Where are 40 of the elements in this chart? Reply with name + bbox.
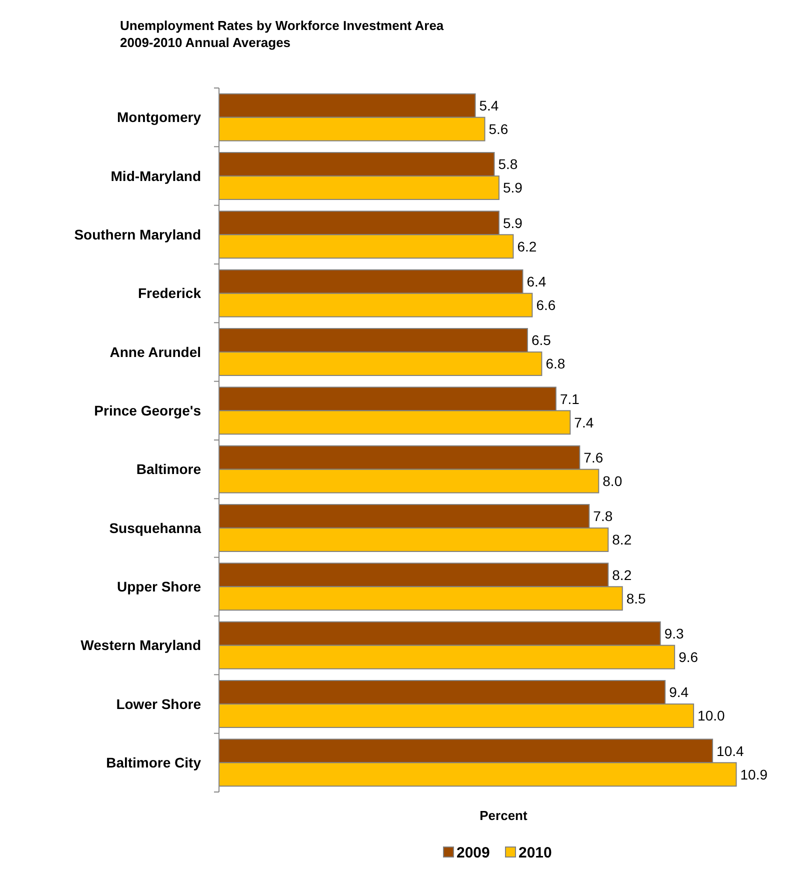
y-tick-label: Baltimore: [136, 461, 202, 478]
y-tick-label: Western Maryland: [80, 637, 201, 654]
y-tick-label: Lower Shore: [116, 696, 202, 712]
data-label: 10.9: [740, 766, 768, 782]
y-tick-label: Susquehanna: [109, 520, 202, 536]
data-label: 6.6: [536, 296, 556, 313]
data-label: 5.4: [479, 98, 499, 114]
y-tick-label: Prince George's: [94, 402, 202, 419]
data-label: 7.1: [560, 390, 580, 407]
legend-label: 2009: [456, 844, 490, 862]
legend-label: 2010: [518, 844, 552, 862]
data-label: 5.8: [498, 156, 518, 172]
y-tick-label: Anne Arundel: [110, 344, 201, 360]
data-label: 6.4: [526, 274, 546, 290]
data-label: 7.6: [584, 450, 604, 466]
y-tick-label: Montgomery: [117, 109, 202, 126]
data-label: 7.4: [574, 414, 594, 430]
data-label: 6.2: [517, 238, 537, 254]
data-label: 9.3: [664, 626, 684, 642]
data-label: 9.6: [678, 648, 698, 665]
data-label: 10.4: [716, 742, 744, 759]
data-label: 6.5: [531, 332, 552, 348]
data-label: 8.2: [612, 532, 632, 548]
data-label: 5.9: [502, 180, 523, 196]
data-label: 6.8: [546, 356, 566, 372]
y-tick-label: Upper Shore: [116, 578, 202, 595]
data-label: 8.0: [602, 472, 622, 489]
data-label: 9.4: [669, 684, 689, 700]
y-tick-label: Baltimore City: [106, 754, 202, 771]
x-axis-title: Percent: [480, 808, 528, 823]
data-label: 5.9: [502, 214, 523, 231]
data-label: 8.5: [626, 590, 646, 606]
data-label: 7.8: [593, 508, 613, 524]
data-label: 10.0: [698, 708, 726, 724]
chart-title: Unemployment Rates by Workforce Investment Area 2009-2010 Annual Averages: [120, 18, 444, 50]
y-tick-label: Mid-Maryland: [110, 168, 201, 184]
data-label: 8.2: [612, 566, 632, 583]
data-label: 5.6: [488, 120, 508, 137]
y-tick-label: Southern Maryland: [74, 226, 201, 243]
y-tick-label: Frederick: [138, 285, 202, 302]
